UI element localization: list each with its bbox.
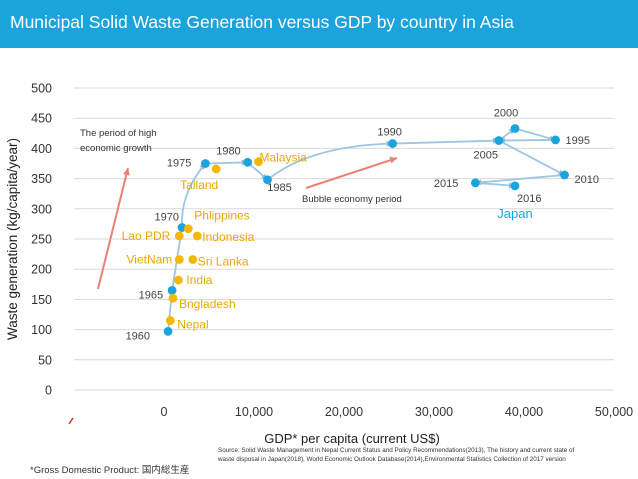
country-label: India xyxy=(186,273,212,287)
japan-path-segment xyxy=(498,137,556,144)
japan-point-2005 xyxy=(494,136,504,145)
japan-point-1980 xyxy=(243,157,253,167)
year-label: 2015 xyxy=(434,178,458,190)
year-label: 1980 xyxy=(216,145,240,157)
y-tick-label: 350 xyxy=(31,172,52,186)
page-title: Municipal Solid Waste Generation versus … xyxy=(10,12,514,32)
high-growth-label: economic growth xyxy=(80,143,152,154)
japan-path-segment xyxy=(247,161,269,181)
country-label: Bngladesh xyxy=(179,297,236,311)
country-point-malaysia xyxy=(254,157,263,167)
country-point-nepal xyxy=(165,316,175,325)
country-label: Tailand xyxy=(180,178,218,192)
high-growth-arrow xyxy=(97,167,130,290)
year-label: 1970 xyxy=(155,212,179,224)
y-tick-label: 150 xyxy=(31,293,52,307)
japan-point-1990 xyxy=(388,139,397,148)
bubble-arrow xyxy=(305,156,398,189)
country-point-vietnam xyxy=(174,255,184,264)
japan-point-1965 xyxy=(167,285,177,295)
y-axis-title: Waste generation (kg/capita/year) xyxy=(5,138,20,340)
x-tick-label: 10,000 xyxy=(235,405,273,419)
y-tick-label: 200 xyxy=(31,263,52,277)
japan-point-2000 xyxy=(510,124,520,133)
bubble-label: Bubble economy period xyxy=(302,194,402,205)
country-label: Sri Lanka xyxy=(198,255,249,269)
japan-path-segment xyxy=(205,159,248,166)
japan-point-2015 xyxy=(471,178,480,188)
source-note: Source: Solid Waste Management in Nepal … xyxy=(218,446,630,464)
title-bar xyxy=(0,0,638,48)
country-label: Nepal xyxy=(177,318,208,332)
year-label: 2016 xyxy=(517,193,541,205)
japan-path-segment xyxy=(475,181,516,189)
y-tick-label: 50 xyxy=(38,353,52,367)
country-point-sri-lanka xyxy=(188,255,198,264)
country-point-bngladesh xyxy=(168,293,178,303)
year-label: 2005 xyxy=(474,150,498,162)
red-mark xyxy=(68,417,74,425)
country-point-tailand xyxy=(211,164,221,174)
x-tick-label: 40,000 xyxy=(505,405,543,419)
gdp-footnote: *Gross Domestic Product: 国内総生産 xyxy=(30,465,190,476)
country-point-phlippines xyxy=(183,224,193,234)
japan-point-2010 xyxy=(560,170,569,180)
y-tick-label: 100 xyxy=(31,323,52,337)
year-label: 1960 xyxy=(126,330,150,342)
x-axis-title: GDP* per capita (current US$) xyxy=(264,431,440,446)
country-point-india xyxy=(174,275,183,285)
y-tick-label: 400 xyxy=(31,142,52,156)
country-label: VietNam xyxy=(127,253,173,267)
country-label: Malaysia xyxy=(260,151,308,165)
x-tick-label: 30,000 xyxy=(415,405,453,419)
japan-path-segment xyxy=(180,162,207,228)
high-growth-label: The period of high xyxy=(80,128,157,139)
year-label: 1975 xyxy=(167,158,191,170)
source-line-2: waste disposal in Japan(2018), World Eco… xyxy=(218,456,566,463)
x-tick-label: 20,000 xyxy=(325,405,363,419)
y-tick-label: 500 xyxy=(31,82,52,96)
x-tick-label: 50,000 xyxy=(595,405,633,419)
y-tick-label: 450 xyxy=(31,112,52,126)
japan-path-segment xyxy=(266,140,393,181)
country-point-lao-pdr xyxy=(174,231,184,241)
japan-path-segment xyxy=(498,139,565,176)
year-label: 1995 xyxy=(566,135,590,147)
country-label: Lao PDR xyxy=(122,229,171,243)
japan-point-2016 xyxy=(510,181,520,191)
year-label: 2010 xyxy=(575,174,599,186)
country-label: Phlippines xyxy=(194,209,249,223)
japan-point-1985 xyxy=(263,175,272,185)
japan-point-1975 xyxy=(201,159,210,168)
japan-path-segment xyxy=(514,127,556,142)
y-tick-label: 250 xyxy=(31,233,52,247)
x-tick-label: 0 xyxy=(161,405,168,419)
y-tick-label: 300 xyxy=(31,202,52,216)
japan-point-1960 xyxy=(163,327,173,336)
japan-label: Japan xyxy=(497,206,532,221)
country-point-indonesia xyxy=(192,231,202,241)
source-line-1: Source: Solid Waste Management in Nepal … xyxy=(218,447,575,454)
country-label: Indonesia xyxy=(202,230,254,244)
year-label: 1965 xyxy=(139,289,163,301)
year-label: 2000 xyxy=(494,107,518,119)
japan-path-segment xyxy=(392,137,499,145)
year-label: 1990 xyxy=(377,127,401,139)
year-label: 1985 xyxy=(267,182,291,194)
y-tick-label: 0 xyxy=(45,384,52,398)
japan-point-1995 xyxy=(551,135,560,145)
japan-path-segment xyxy=(475,174,565,186)
